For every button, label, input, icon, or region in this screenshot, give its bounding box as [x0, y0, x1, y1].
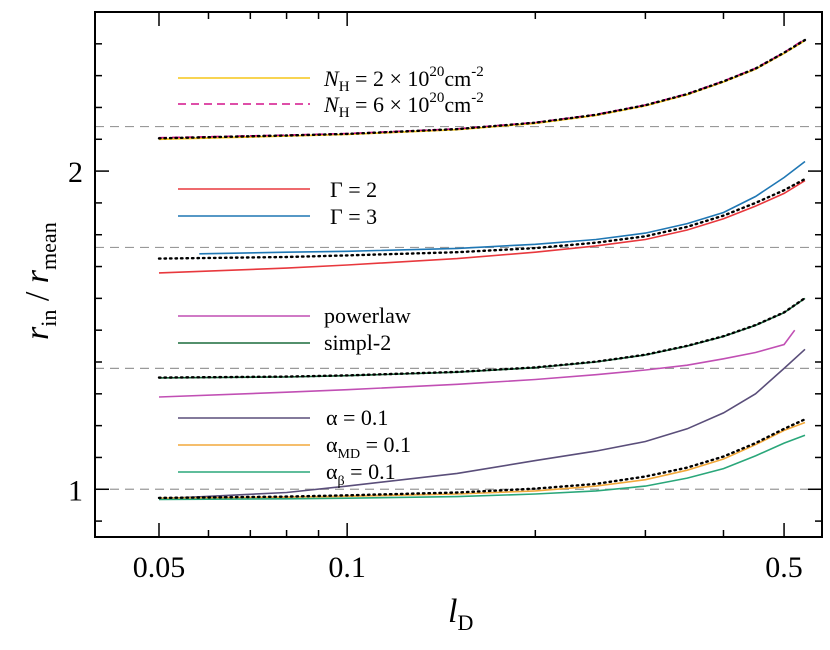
series-line-3-2 [158, 434, 806, 501]
axis-ticks [95, 12, 822, 537]
series-line-0-2 [157, 38, 807, 140]
y-axis-title: rin / rmean [19, 222, 61, 340]
x-axis-title: lD [448, 593, 473, 635]
series-line-3-0 [158, 348, 806, 500]
legend-label-nh6: NH = 6 × 1020cm-2 [323, 90, 484, 121]
legend-label-simpl2: simpl-2 [324, 330, 391, 355]
series-line-2-0 [158, 329, 796, 398]
x-tick-label-2: 0.5 [765, 551, 803, 584]
legend-label-alpha: α = 0.1 [326, 405, 388, 430]
series-lines [157, 38, 807, 501]
legend-label-gamma2: Γ = 2 [330, 177, 377, 202]
series-line-2-2 [157, 296, 807, 379]
legend-label-powerlaw: powerlaw [324, 303, 411, 328]
series-line-1-1 [199, 160, 806, 255]
y-tick-label-1: 2 [68, 156, 83, 189]
series-line-0-1 [158, 38, 806, 139]
legend-label-gamma3: Γ = 3 [330, 204, 377, 229]
series-line-2-1 [158, 297, 806, 379]
legend-label-nh2: NH = 2 × 1020cm-2 [323, 64, 484, 95]
y-tick-label-0: 1 [68, 474, 83, 507]
x-tick-label-1: 0.1 [328, 551, 366, 584]
x-tick-label-0: 0.05 [133, 551, 186, 584]
tick-labels: 0.05 0.1 0.5 1 2 [68, 156, 803, 584]
series-line-1-0 [158, 179, 806, 274]
plot-frame [94, 11, 823, 538]
legend: NH = 2 × 1020cm-2 NH = 6 × 1020cm-2 Γ = … [178, 64, 484, 489]
legend-label-alpha-md: αMD = 0.1 [326, 432, 411, 462]
reference-lines [95, 125, 822, 490]
series-line-1-2 [157, 177, 807, 260]
series-line-3-3 [157, 418, 807, 500]
